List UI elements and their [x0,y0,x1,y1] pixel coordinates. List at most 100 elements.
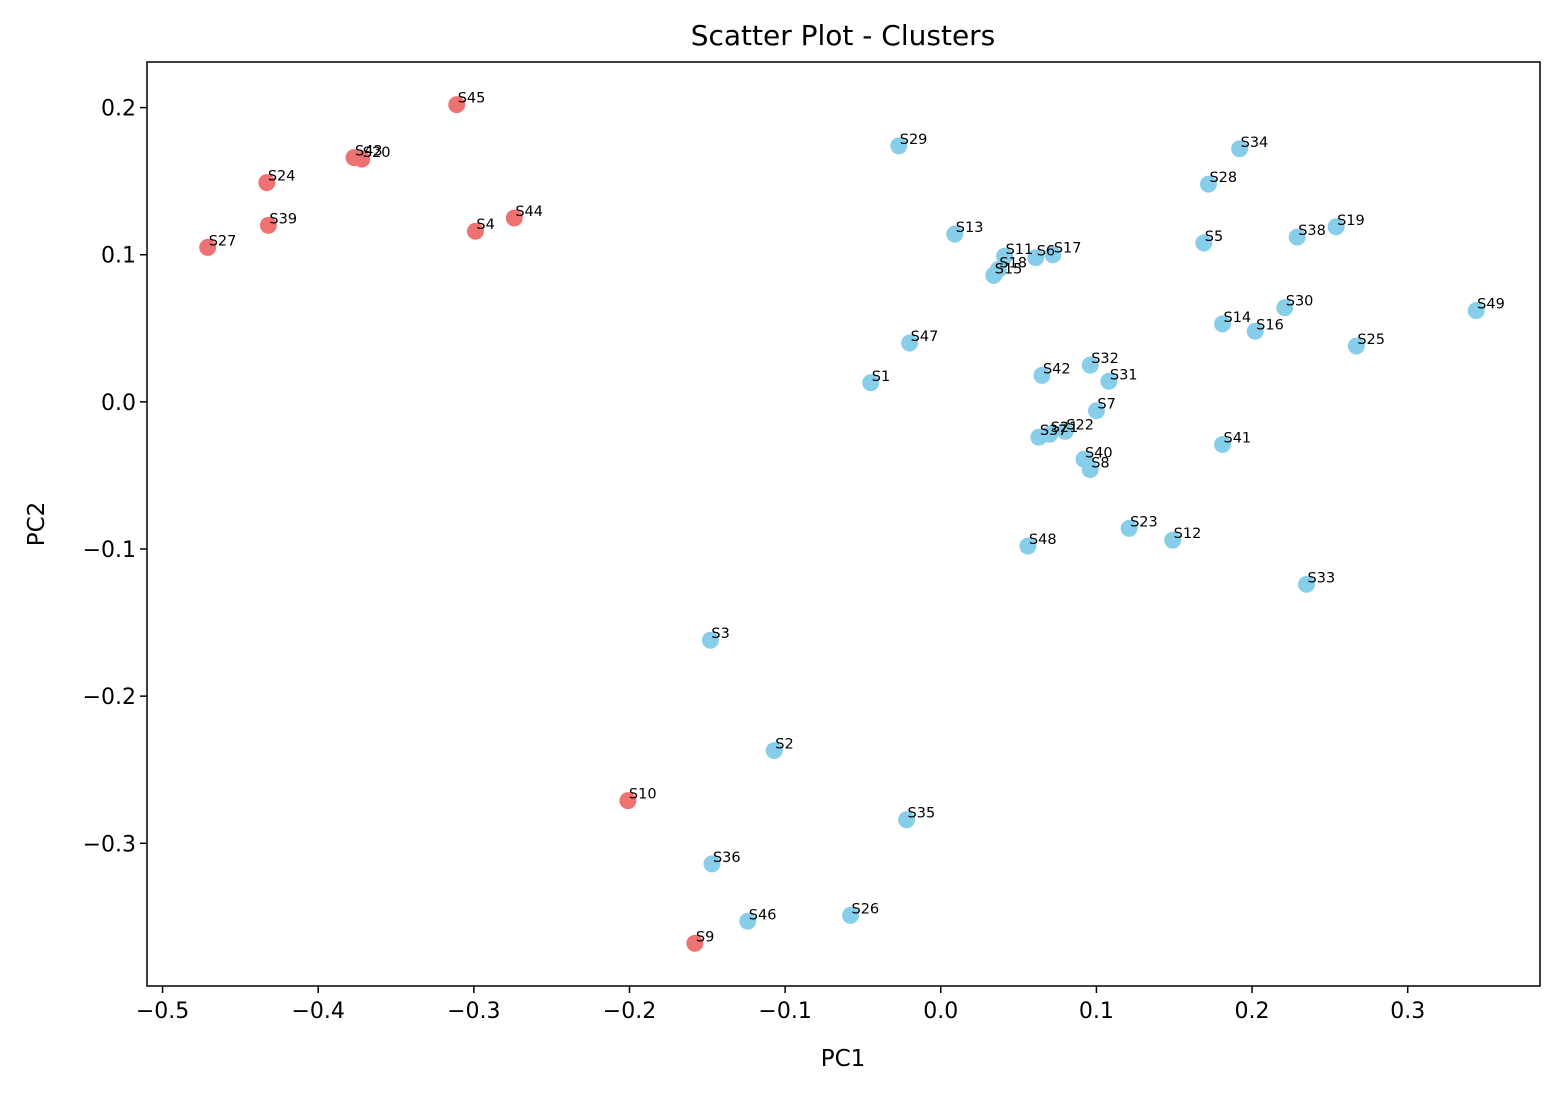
scatter-point [1075,450,1093,468]
plot-frame [146,61,1541,987]
scatter-point [989,260,1007,278]
point-labels: S1S2S3S4S5S6S7S8S9S10S11S12S13S14S15S16S… [209,91,1505,946]
scatter-point [1056,422,1074,440]
chart-title: Scatter Plot - Clusters [691,19,996,52]
scatter-point [996,247,1014,265]
point-label: S6 [1037,244,1055,260]
scatter-point [1120,519,1138,537]
x-tick-label: 0.2 [1235,999,1270,1024]
scatter-point [739,912,757,930]
point-label: S2 [775,737,793,753]
point-label: S33 [1308,570,1336,586]
point-label: S44 [515,204,543,220]
scatter-point [1298,575,1316,593]
scatter-point [901,334,919,352]
y-tick-label: 0.2 [101,97,136,122]
scatter-point [345,149,363,167]
scatter-point [258,174,276,192]
point-label: S16 [1256,317,1284,333]
scatter-point [1288,228,1306,246]
scatter-point [701,631,719,649]
point-label: S12 [1174,526,1202,542]
point-label: S47 [911,329,939,345]
x-tick-label: −0.1 [758,999,811,1024]
scatter-point [1213,436,1231,454]
scatter-point [703,855,721,873]
point-label: S1 [872,369,890,385]
point-label: S25 [1357,332,1385,348]
point-label: S49 [1477,297,1505,313]
point-label: S24 [268,169,296,185]
x-axis-label: PC1 [821,1046,866,1072]
scatter-point [1199,175,1217,193]
point-label: S3 [711,626,729,642]
point-label: S14 [1223,310,1251,326]
point-label: S39 [269,211,297,227]
scatter-point [1213,315,1231,333]
x-tick-label: −0.4 [291,999,344,1024]
x-tick-label: 0.1 [1079,999,1114,1024]
point-label: S27 [209,233,237,249]
y-tick-label: 0.0 [101,391,136,416]
scatter-point [1195,234,1213,252]
y-axis-ticks: −0.3 −0.2 −0.1 0.0 0.1 0.2 [83,97,147,857]
scatter-point [505,209,523,227]
scatter-point [199,238,217,256]
scatter-point [1164,531,1182,549]
y-axis-label: PC2 [24,502,50,547]
point-label: S36 [713,850,741,866]
point-label: S5 [1205,229,1223,245]
point-label: S23 [1130,514,1158,530]
scatter-point [1276,299,1294,317]
point-label: S41 [1223,431,1251,447]
point-label: S13 [956,220,984,236]
scatter-point [1081,356,1099,374]
scatter-point [1246,322,1264,340]
point-label: S11 [1006,242,1034,258]
point-label: S17 [1054,241,1082,257]
point-label: S43 [355,144,383,160]
point-label: S35 [908,806,936,822]
point-label: S26 [852,901,880,917]
scatter-point [686,934,704,952]
scatter-point [259,216,277,234]
scatter-point [1231,140,1249,158]
point-label: S29 [900,132,928,148]
scatter-point [1347,337,1365,355]
point-label: S7 [1097,397,1115,413]
point-label: S31 [1110,367,1138,383]
scatter-point [1467,302,1485,320]
point-label: S10 [629,787,657,803]
point-label: S42 [1043,361,1071,377]
point-label: S34 [1241,135,1269,151]
scatter-point [890,137,908,155]
scatter-point [1030,428,1048,446]
point-label: S19 [1337,213,1365,229]
x-tick-label: 0.0 [923,999,958,1024]
x-tick-label: −0.3 [447,999,500,1024]
scatter-point [1044,246,1062,264]
y-tick-label: −0.2 [83,685,136,710]
point-label: S18 [999,255,1027,271]
point-label: S48 [1029,532,1057,548]
scatter-point [1327,218,1345,236]
x-tick-label: −0.2 [603,999,656,1024]
y-tick-label: −0.3 [83,832,136,857]
point-label: S37 [1040,423,1068,439]
point-label: S4 [476,217,494,233]
scatter-point [1019,537,1037,555]
point-label: S20 [363,145,391,161]
y-tick-label: 0.1 [101,244,136,269]
x-tick-label: −0.5 [136,999,189,1024]
point-label: S8 [1091,456,1109,472]
scatter-point [619,792,637,810]
scatter-point [946,225,964,243]
scatter-point [1100,372,1118,390]
scatter-point [448,96,466,114]
point-label: S46 [749,907,777,923]
y-tick-label: −0.1 [83,538,136,563]
point-label: S21 [1051,420,1079,436]
scatter-point [1033,366,1051,384]
data-points [199,96,1485,952]
